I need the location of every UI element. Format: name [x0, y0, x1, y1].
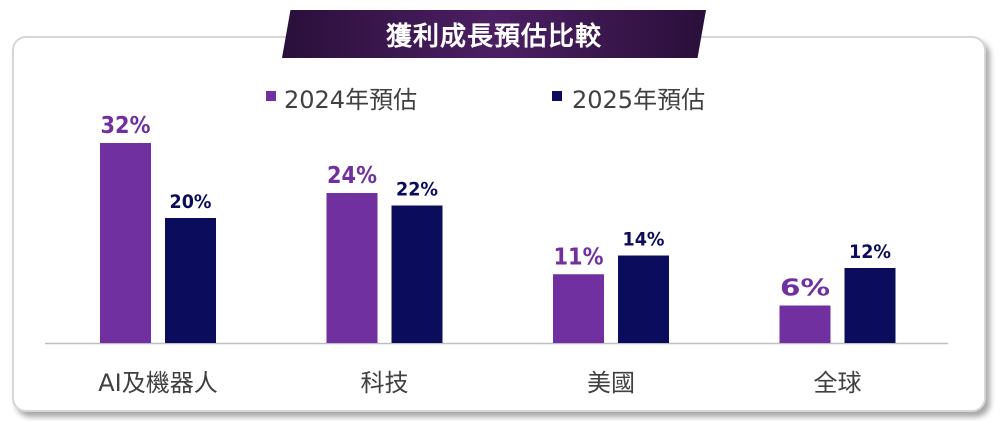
data-label-2024-0: 32%	[101, 113, 151, 139]
category-label-2: 美國	[587, 369, 635, 397]
bar-2025-3	[844, 268, 896, 343]
bar-2024-3	[779, 305, 831, 343]
bar-2024-2	[553, 274, 604, 343]
data-label-2024-1: 24%	[327, 163, 377, 189]
bar-2024-0	[100, 143, 151, 343]
data-label-2025-3: 12%	[849, 241, 891, 263]
data-label-2025-0: 20%	[170, 191, 212, 213]
bar-2025-0	[165, 218, 216, 343]
data-label-2025-2: 14%	[623, 229, 665, 251]
bar-2024-1	[326, 193, 378, 343]
category-label-1: 科技	[361, 369, 409, 397]
data-label-2024-3: 6%	[780, 276, 830, 302]
legend-swatch-2024	[266, 91, 276, 101]
data-label-2025-1: 22%	[396, 179, 438, 201]
bar-2025-1	[391, 205, 443, 343]
legend-label-2024: 2024年預估	[284, 86, 417, 114]
legend-swatch-2025	[552, 91, 562, 101]
category-label-0: AI及機器人	[98, 369, 218, 397]
bar-2025-2	[618, 255, 669, 343]
legend-label-2025: 2025年預估	[572, 86, 705, 114]
data-label-2024-2: 11%	[554, 244, 604, 270]
chart-title: 獲利成長預估比較	[282, 10, 706, 58]
category-label-3: 全球	[814, 369, 862, 397]
